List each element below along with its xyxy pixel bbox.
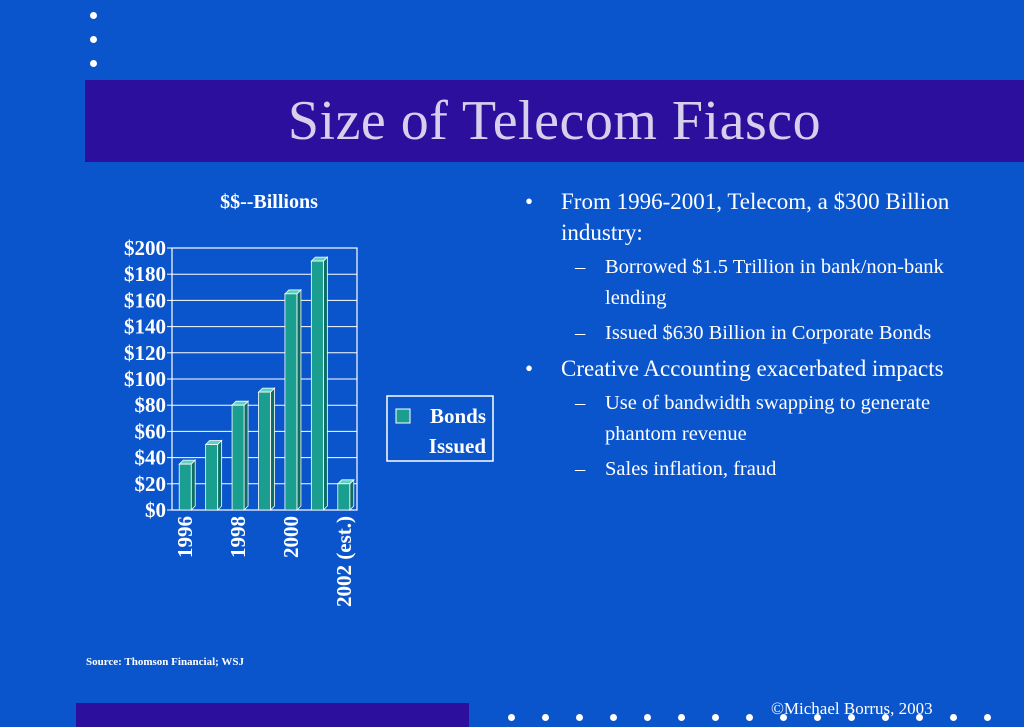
bar-side	[270, 387, 275, 511]
x-tick-label: 1998	[226, 516, 250, 558]
y-tick-label: $180	[124, 262, 166, 286]
y-tick-label: $120	[124, 341, 166, 365]
decor-dot	[848, 714, 855, 721]
y-tick-label: $60	[135, 419, 167, 443]
bullet-list: • From 1996-2001, Telecom, a $300 Billio…	[525, 186, 965, 489]
bar	[178, 463, 192, 511]
x-tick-label: 2000	[279, 516, 303, 558]
sub-bullet-marker: –	[575, 322, 586, 344]
decor-dot	[916, 714, 923, 721]
chart-legend: Bonds Issued	[386, 395, 494, 462]
bullet-marker: •	[525, 356, 534, 381]
y-tick-label: $20	[135, 472, 167, 496]
chart-title: $$--Billions	[220, 191, 318, 213]
decor-dot	[542, 714, 549, 721]
bar-side	[322, 256, 328, 511]
decor-dot	[950, 714, 957, 721]
decor-dot	[780, 714, 787, 721]
decor-dot	[882, 714, 889, 721]
bar	[205, 444, 219, 511]
legend-label-line2: Issued	[429, 434, 487, 458]
sub-bullet-item: – Use of bandwidth swapping to generate …	[525, 388, 965, 450]
page-title: Size of Telecom Fiasco	[287, 90, 822, 152]
copyright-text: ©Michael Borrus, 2003	[771, 699, 933, 718]
legend-box	[386, 395, 494, 462]
sub-bullet-item: – Sales inflation, fraud	[525, 454, 965, 485]
y-tick-label: $160	[124, 288, 166, 312]
bar	[310, 260, 324, 511]
decor-dot	[984, 714, 991, 721]
bar	[231, 404, 245, 511]
decor-dot	[712, 714, 719, 721]
legend-label-line1: Bonds	[430, 404, 486, 428]
sub-bullet-marker: –	[575, 458, 586, 480]
bar-side	[296, 288, 302, 511]
bar-side	[243, 400, 249, 511]
decor-dot	[644, 714, 651, 721]
bullet-item: • Creative Accounting exacerbated impact…	[525, 353, 965, 384]
x-tick-label: 2002 (est.)	[332, 516, 356, 607]
decor-dot	[746, 714, 753, 721]
sub-bullet-marker: –	[575, 256, 586, 278]
decor-dot	[576, 714, 583, 721]
bullet-item: • From 1996-2001, Telecom, a $300 Billio…	[525, 186, 965, 248]
y-tick-label: $200	[124, 236, 166, 260]
bottom-band	[76, 703, 469, 727]
sub-bullet-text: Use of bandwidth swapping to generate ph…	[605, 392, 931, 445]
bar-side	[349, 478, 355, 511]
decor-dot	[90, 36, 97, 43]
y-tick-label: $80	[135, 393, 167, 417]
source-note: Source: Thomson Financial; WSJ	[86, 656, 245, 668]
decor-dot	[90, 60, 97, 67]
title-band: Size of Telecom Fiasco	[85, 80, 1024, 162]
bullet-text: Creative Accounting exacerbated impacts	[561, 356, 944, 381]
sub-bullet-item: – Borrowed $1.5 Trillion in bank/non-ban…	[525, 252, 965, 314]
sub-bullet-marker: –	[575, 392, 586, 414]
sub-bullet-text: Borrowed $1.5 Trillion in bank/non-bank …	[605, 256, 944, 309]
bullet-marker: •	[525, 189, 534, 214]
sub-bullet-item: – Issued $630 Billion in Corporate Bonds	[525, 318, 965, 349]
decor-dot	[610, 714, 617, 721]
decor-dot	[90, 12, 97, 19]
y-tick-label: $140	[124, 315, 166, 339]
bar-side	[217, 439, 223, 511]
bar	[284, 293, 298, 511]
sub-bullet-text: Sales inflation, fraud	[605, 458, 777, 480]
bullet-text: From 1996-2001, Telecom, a $300 Billion …	[561, 189, 950, 245]
decor-dot	[508, 714, 515, 721]
x-tick-label: 1996	[173, 516, 197, 558]
y-tick-label: $40	[135, 446, 167, 470]
y-tick-label: $0	[145, 498, 166, 522]
legend-swatch	[395, 408, 411, 424]
decor-dot	[814, 714, 821, 721]
y-tick-label: $100	[124, 367, 166, 391]
bar	[258, 391, 271, 511]
bar-side	[190, 459, 196, 511]
bar	[337, 483, 351, 511]
decor-dot	[678, 714, 685, 721]
sub-bullet-text: Issued $630 Billion in Corporate Bonds	[605, 322, 932, 344]
